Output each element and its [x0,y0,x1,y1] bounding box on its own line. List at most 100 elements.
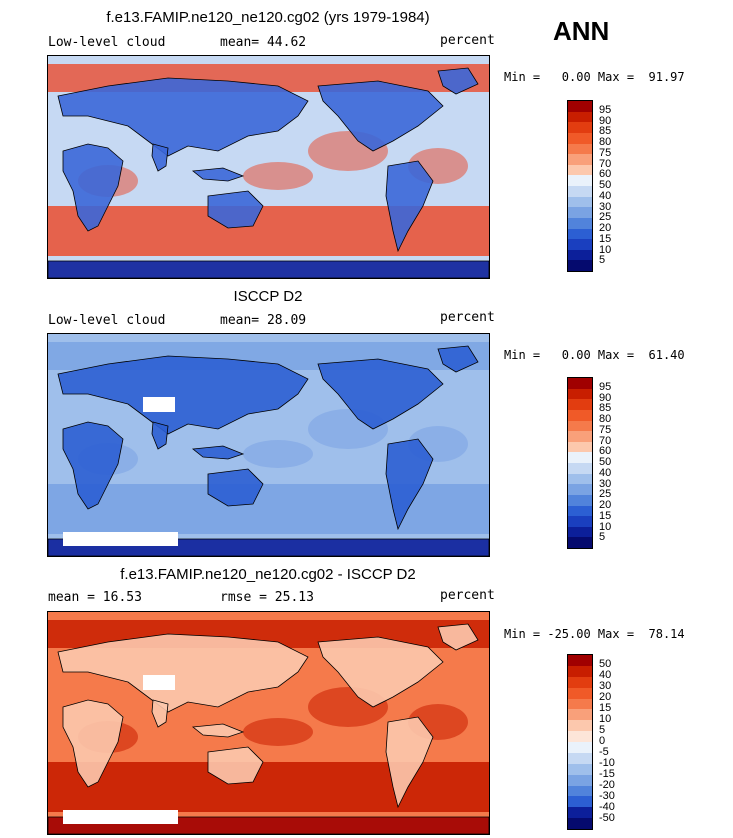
continent [151,699,169,728]
colorbar-tick-label: 60 [599,445,612,458]
colorbar-cell [568,228,592,240]
map-svg [48,334,489,556]
colorbar-cell [568,186,592,197]
colorbar-tick-label: 30 [599,477,612,490]
colorbar-cell [568,111,592,123]
colorbar-cell [568,122,592,133]
colorbar-tick-label: 50 [599,456,612,468]
colorbar-cell [568,494,592,506]
south-band [48,762,489,812]
colorbar-cell [568,796,592,808]
colorbar-tick-label: 30 [599,680,612,692]
panel1-map [47,55,490,279]
colorbar-tick-label: 15 [599,702,612,714]
colorbar-tick-label: 5 [599,724,606,736]
colorbar-cell [568,463,592,474]
colorbar-cell [568,676,592,688]
continent [437,67,479,95]
panel3-colorbar: 50 40 30 20 15 10 5 0 -5 -10 -15 -20 -30 -40 -50 [567,654,615,830]
continent [437,345,479,373]
continent [385,438,434,531]
colorbar-cell [568,132,592,144]
colorbar-cell [568,378,592,389]
colorbar-tick-label: 10 [599,243,612,256]
colorbar-tick-label: 25 [599,211,612,224]
colorbar-tick-label: -30 [599,790,615,802]
panel3-map [47,611,490,835]
panel1-mean-label: mean= 44.62 [220,35,307,50]
colorbar-cells [567,654,593,830]
colorbar-cell [568,196,592,208]
south-band [48,484,489,534]
colorbar-tick-label: 85 [599,402,612,415]
colorbar-cell [568,665,592,677]
colorbar-tick-label: 75 [599,146,612,159]
colorbar-tick-label: 15 [599,232,612,245]
panel3-title: f.e13.FAMIP.ne120_ne120.cg02 - ISCCP D2 [120,566,416,583]
colorbar-cell [568,175,592,186]
colorbar-tick-label: 40 [599,466,612,479]
colorbar-tick-label: -50 [599,812,615,824]
colorbar-tick-label: -15 [599,768,615,780]
colorbar-cell [568,420,592,432]
colorbar-cell [568,526,592,538]
colorbar-cell [568,101,592,112]
colorbar-cell [568,399,592,410]
colorbar-tick-label: 95 [599,380,612,393]
colorbar-cell [568,431,592,442]
colorbar-cell [568,763,592,775]
colorbar-tick-label: -10 [599,757,615,769]
antarctica [48,260,489,278]
colorbar-cell [568,687,592,699]
continent [317,80,444,152]
colorbar-cell [568,207,592,218]
colorbar-cell [568,217,592,229]
panel3-mean-label: mean = 16.53 [48,590,142,605]
panel3-rmse-label: rmse = 25.13 [220,590,314,605]
panel2-mean-label: mean= 28.09 [220,313,307,328]
colorbar-cell [568,249,592,261]
colorbar-cell [568,164,592,176]
panel3-units-label: percent [440,588,495,603]
panel1-variable-label: Low-level cloud [48,35,166,50]
continent [207,746,264,785]
colorbar-tick-label: 0 [599,735,606,747]
continent [191,167,245,182]
continent [385,716,434,809]
colorbar-cell [568,785,592,797]
colorbar-cell [568,154,592,165]
colorbar-cell [568,505,592,517]
colorbar-tick-label: 95 [599,103,612,116]
missing-data-patch [143,397,175,412]
colorbar-tick-label: 90 [599,114,612,127]
colorbar-tick-label: 60 [599,168,612,181]
colorbar-cell [568,484,592,495]
colorbar-cell [568,143,592,155]
colorbar-tick-label: 40 [599,669,612,681]
continent [317,358,444,430]
colorbar-tick-label: 80 [599,136,612,148]
cloud-patch [243,162,313,190]
colorbar-tick-label: -5 [599,746,609,758]
missing-data-patch [63,810,178,824]
colorbar-tick-label: 70 [599,434,612,447]
panel1-minmax: Min = 0.00 Max = 91.97 [504,70,685,84]
continent [317,636,444,708]
panel2-map [47,333,490,557]
continent [57,355,309,435]
colorbar-cell [568,409,592,421]
colorbar-cell [568,709,592,721]
panel2-minmax: Min = 0.00 Max = 61.40 [504,348,685,362]
panel1-units-label: percent [440,33,495,48]
colorbar-cell [568,742,592,753]
colorbar-tick-label: 40 [599,189,612,202]
colorbar-tick-label: 5 [599,531,606,544]
cloud-patch [243,440,313,468]
continent [62,143,124,232]
map-svg [48,56,489,278]
colorbar-cell [568,752,592,764]
colorbar-tick-label: 20 [599,499,612,511]
colorbar-cell [568,720,592,732]
colorbar-cell [568,388,592,400]
colorbar-tick-label: 90 [599,391,612,404]
